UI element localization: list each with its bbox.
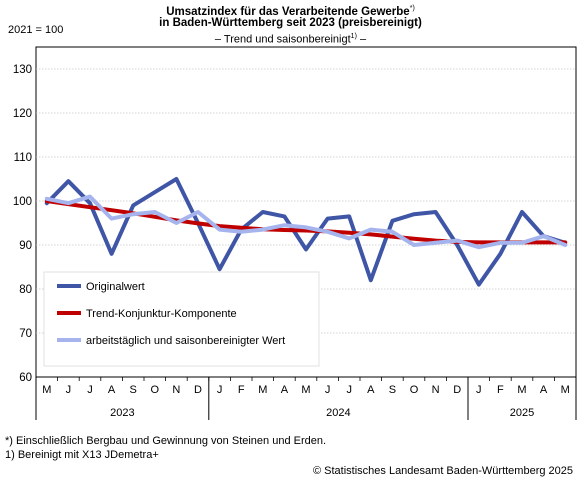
x-tick-label: F: [497, 384, 504, 396]
x-tick-label: J: [346, 384, 352, 396]
chart-title-line1: Umsatzindex für das Verarbeitende Gewerb…: [0, 2, 581, 19]
y-tick-label: 60: [19, 372, 32, 384]
y-tick-label: 110: [14, 152, 32, 164]
x-tick-label: J: [325, 384, 331, 396]
x-tick-label: N: [432, 384, 440, 396]
x-tick-label: M: [561, 384, 570, 396]
year-label: 2023: [110, 407, 134, 419]
chart-title-line2: in Baden-Württemberg seit 2023 (preisber…: [159, 17, 422, 29]
title-line1-text: Umsatzindex für das Verarbeitende Gewerb…: [166, 5, 410, 18]
legend-box: [43, 271, 320, 367]
series-line-3: [44, 194, 568, 250]
x-tick-label: A: [108, 384, 116, 396]
subtitle-dash: –: [356, 33, 367, 46]
x-tick-label: J: [66, 384, 72, 396]
legend-label: arbeitstäglich und saisonbereinigter Wer…: [86, 335, 285, 347]
base-year-label: 2021 = 100: [8, 24, 64, 36]
x-tick-label: A: [281, 384, 289, 396]
source-note: © Statistisches Landesamt Baden-Württemb…: [312, 465, 573, 477]
x-tick-label: N: [172, 384, 180, 396]
x-tick-label: F: [238, 384, 245, 396]
legend-label: Trend-Konjunktur-Komponente: [86, 308, 237, 320]
x-tick-label: A: [367, 384, 375, 396]
x-tick-label: A: [540, 384, 548, 396]
x-tick-label: S: [130, 384, 137, 396]
footnote-1: *) Einschließlich Bergbau und Gewinnung …: [5, 435, 327, 447]
y-tick-label: 120: [13, 108, 32, 120]
year-label: 2024: [326, 407, 350, 419]
y-tick-label: 70: [19, 328, 32, 340]
x-tick-label: J: [476, 384, 482, 396]
x-tick-label: O: [410, 384, 419, 396]
x-tick-label: D: [194, 384, 202, 396]
year-label: 2025: [510, 407, 534, 419]
chart-subtitle: – Trend und saisonbereinigt1) –: [0, 30, 581, 47]
x-tick-label: M: [258, 384, 267, 396]
x-tick-label: O: [151, 384, 160, 396]
y-tick-label: 100: [13, 196, 32, 208]
subtitle-text: – Trend und saisonbereinigt: [214, 33, 351, 46]
y-tick-label: 90: [19, 240, 32, 252]
x-tick-label: M: [301, 384, 310, 396]
x-tick-label: D: [453, 384, 461, 396]
footnote-2: 1) Bereinigt mit X13 JDemetra+: [5, 449, 159, 461]
x-tick-label: J: [217, 384, 223, 396]
x-tick-label: M: [517, 384, 526, 396]
legend-label: Originalwert: [86, 281, 145, 293]
x-tick-label: S: [389, 384, 396, 396]
y-tick-label: 130: [13, 64, 32, 76]
subtitle-footnote-mark: 1): [350, 33, 357, 40]
x-tick-label: M: [42, 384, 51, 396]
series-line-1: [44, 177, 568, 287]
x-tick-label: J: [87, 384, 93, 396]
y-tick-label: 80: [19, 284, 32, 296]
title-footnote-mark: *): [409, 5, 415, 12]
